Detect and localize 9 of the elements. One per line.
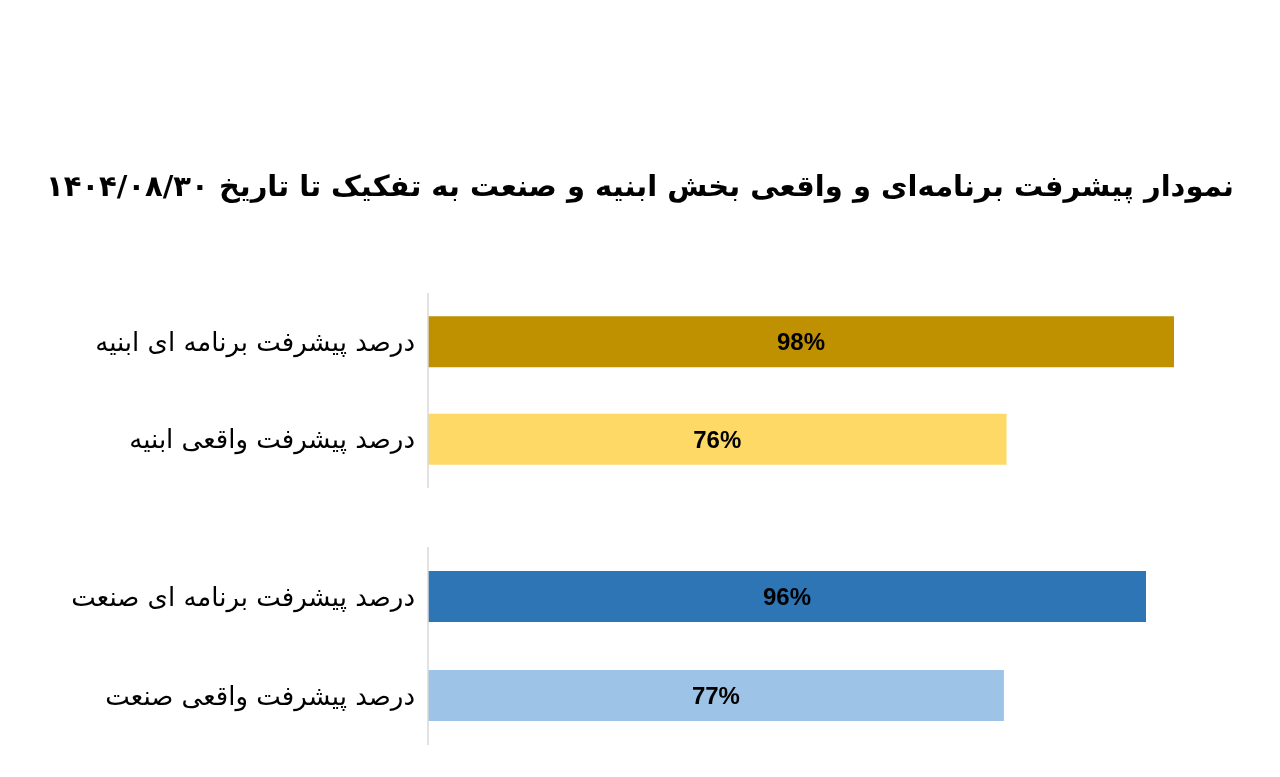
y-tick-label: درصد پیشرفت برنامه ای ابنیه — [95, 326, 415, 358]
y-tick-label: درصد پیشرفت برنامه ای صنعت — [71, 581, 415, 613]
data-label: 98% — [776, 328, 826, 356]
chart-title: نمودار پیشرفت برنامه‌ای و واقعی بخش ابنیه و صنعت به تفکیک تا تاریخ ۱۴۰۴/۰۸/۳۰ — [45, 169, 1235, 204]
y-tick-label: درصد پیشرفت واقعی صنعت — [105, 680, 415, 712]
data-label: 96% — [762, 583, 812, 610]
data-label: 77% — [691, 682, 740, 709]
data-label: 76% — [693, 425, 742, 453]
y-tick-label: درصد پیشرفت واقعی ابنیه — [129, 424, 415, 456]
